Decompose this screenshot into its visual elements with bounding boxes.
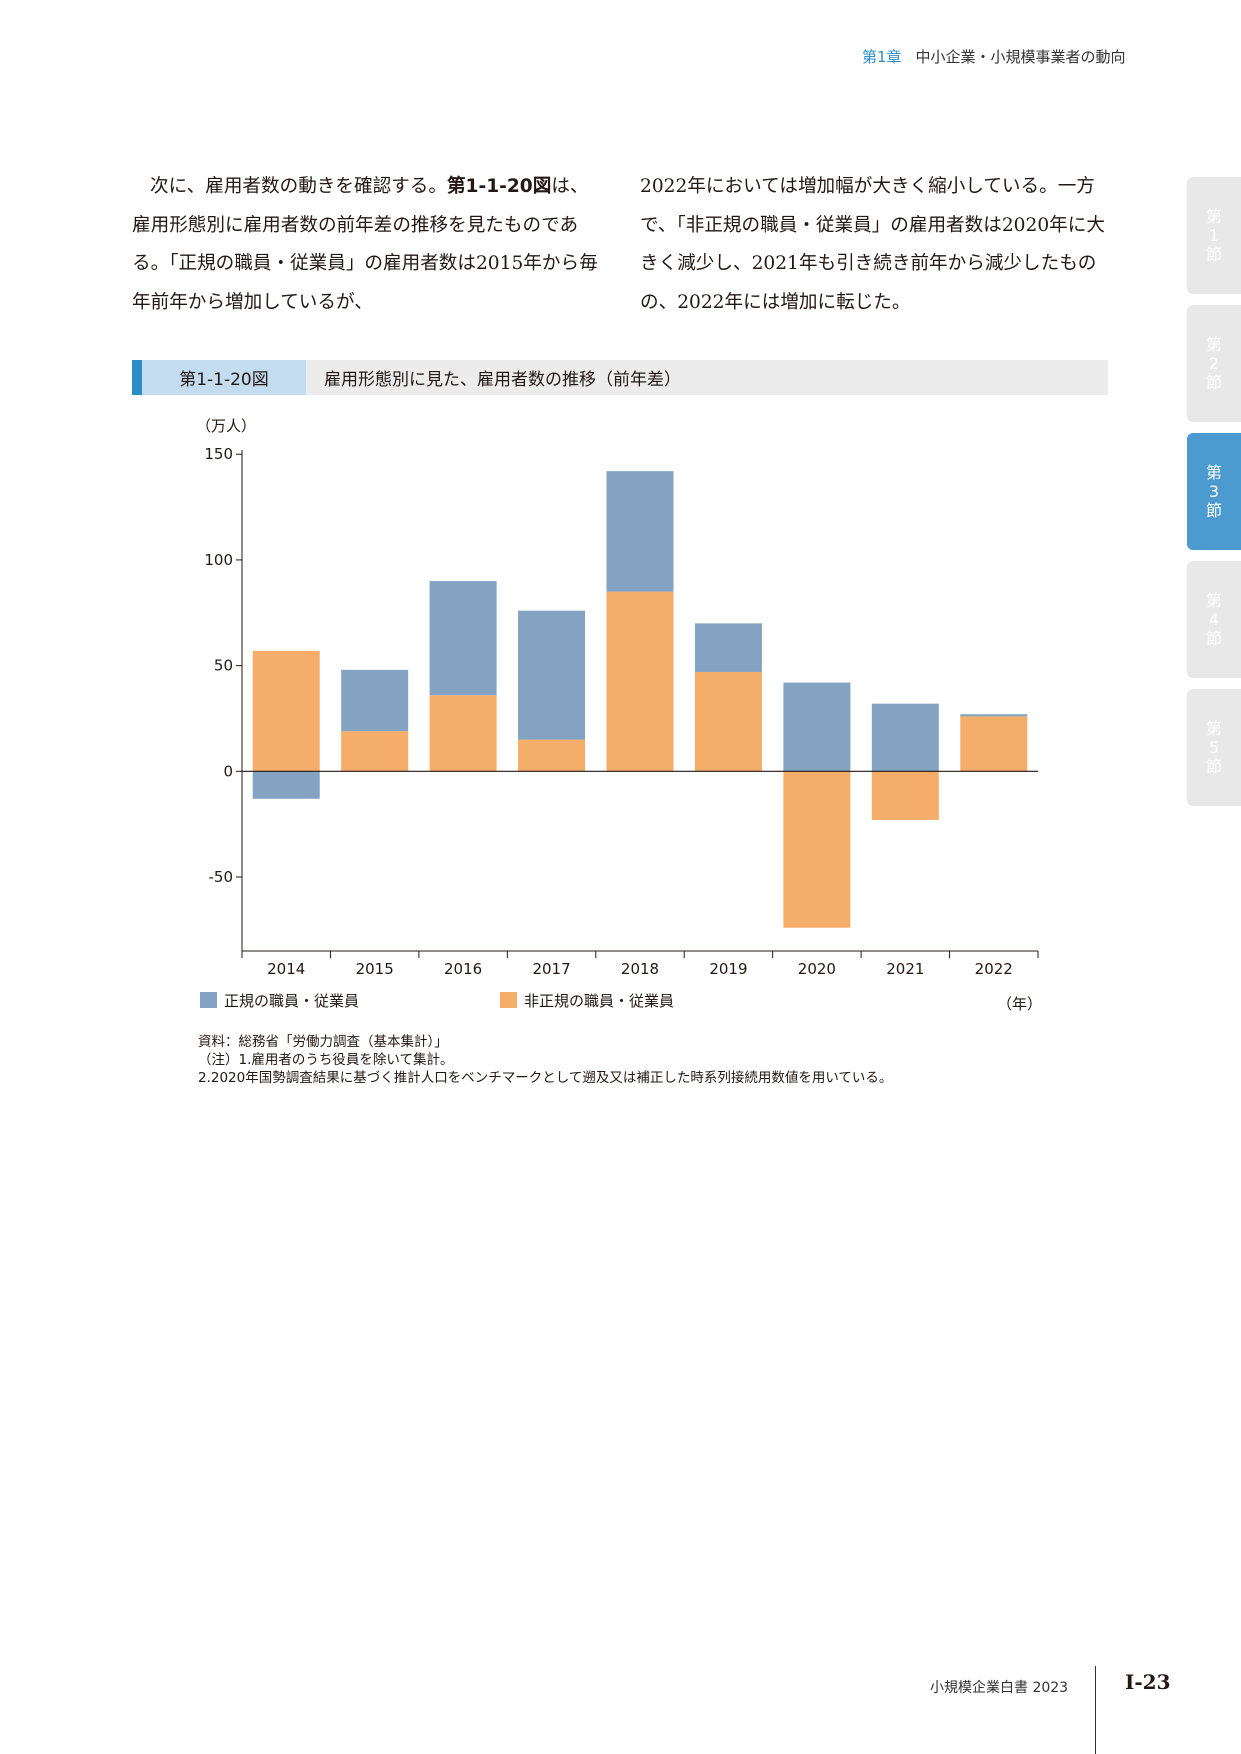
bar-regular-2018 [606,471,674,592]
axes-group: 2014 2015 2016 2017 2018 2019 2020 2021 2022 150 1… [204,445,1039,978]
bar-regular-2015 [341,669,409,732]
figure-title-accent [132,360,142,395]
legend-swatch-regular [200,992,217,1008]
x-tick-label-2017: 2017 [532,960,570,978]
chapter-label: 第1章 [862,48,902,66]
bar-regular-2019 [694,623,762,672]
page-number: Ⅰ-23 [1125,1670,1171,1694]
x-tick-label-2014: 2014 [267,960,305,978]
bar-nonregular-2022 [960,716,1028,772]
y-axis-unit-label: （万人） [196,417,256,435]
body-text-left-p1: 次に、雇用者数の動きを確認する。 [150,176,447,197]
body-text-right: 2022年においては増加幅が大きく縮小している。一方で、「非正規の職員・従業員」… [640,176,1105,313]
running-header: 第1章 中小企業・小規模事業者の動向 [862,46,1126,67]
bar-regular-2016 [429,581,497,696]
body-text-left: 次に、雇用者数の動きを確認する。第1-1-20図は、雇用形態別に雇用者数の前年差… [132,168,598,322]
bar-regular-2014 [252,771,320,799]
footer-book-title: 小規模企業白書 2023 [930,1680,1069,1696]
note-source: 資料：総務省「労働力調査（基本集計）」 [198,1034,448,1050]
x-tick-label-2022: 2022 [975,960,1013,978]
x-tick-label-2020: 2020 [798,960,836,978]
bar-nonregular-2016 [429,695,497,772]
x-tick-label-2018: 2018 [621,960,659,978]
note-2: 2.2020年国勢調査結果に基づく推計人口をベンチマークとして遡及又は補正した時… [198,1070,893,1086]
bar-regular-2020 [783,682,851,772]
legend: 正規の職員・従業員 非正規の職員・従業員 [200,992,674,1010]
figure-number: 第1-1-20図 [142,360,306,395]
footer-divider [1095,1666,1096,1754]
y-tick-label-0: 0 [223,762,233,780]
legend-label-nonregular: 非正規の職員・従業員 [524,992,674,1010]
stacked-bar-chart: （万人） （年） 2014 2015 2016 2017 2018 2019 2020 202… [196,417,1042,1013]
bar-nonregular-2017 [518,739,586,772]
y-tick-label-150: 150 [204,445,233,463]
bar-nonregular-2014 [252,650,320,772]
figure-reference[interactable]: 第1-1-20図 [446,176,552,197]
bar-regular-2022 [960,714,1028,717]
bar-nonregular-2015 [341,731,409,772]
figure-notes: 資料：総務省「労働力調査（基本集計）」 （注）1.雇用者のうち役員を除いて集計。… [198,1033,892,1087]
note-1: （注）1.雇用者のうち役員を除いて集計。 [198,1052,454,1068]
bar-nonregular-2021 [871,771,939,820]
bar-regular-2021 [871,703,939,772]
legend-swatch-nonregular [500,992,517,1008]
bar-nonregular-2018 [606,591,674,772]
bar-nonregular-2020 [783,771,851,928]
bars-group [252,471,1028,928]
figure-title-bar: 第1-1-20図 雇用形態別に見た、雇用者数の推移（前年差） [132,360,1108,395]
bar-nonregular-2019 [694,671,762,772]
y-tick-label-50: 50 [214,657,233,675]
y-tick-label--50: -50 [209,868,234,886]
figure-title: 雇用形態別に見た、雇用者数の推移（前年差） [324,370,681,390]
x-tick-label-2015: 2015 [356,960,394,978]
bar-regular-2017 [518,610,586,740]
chapter-title: 中小企業・小規模事業者の動向 [915,48,1126,66]
y-tick-label-100: 100 [204,551,233,569]
x-tick-label-2016: 2016 [444,960,482,978]
legend-label-regular: 正規の職員・従業員 [224,992,359,1010]
body-text-left-p2: は、雇用形態別に雇用者数の前年差の推移を見たものである。「正規の職員・従業員」の… [132,176,598,313]
x-tick-label-2021: 2021 [886,960,924,978]
x-axis-unit-label: （年） [997,995,1042,1013]
x-tick-label-2019: 2019 [709,960,747,978]
